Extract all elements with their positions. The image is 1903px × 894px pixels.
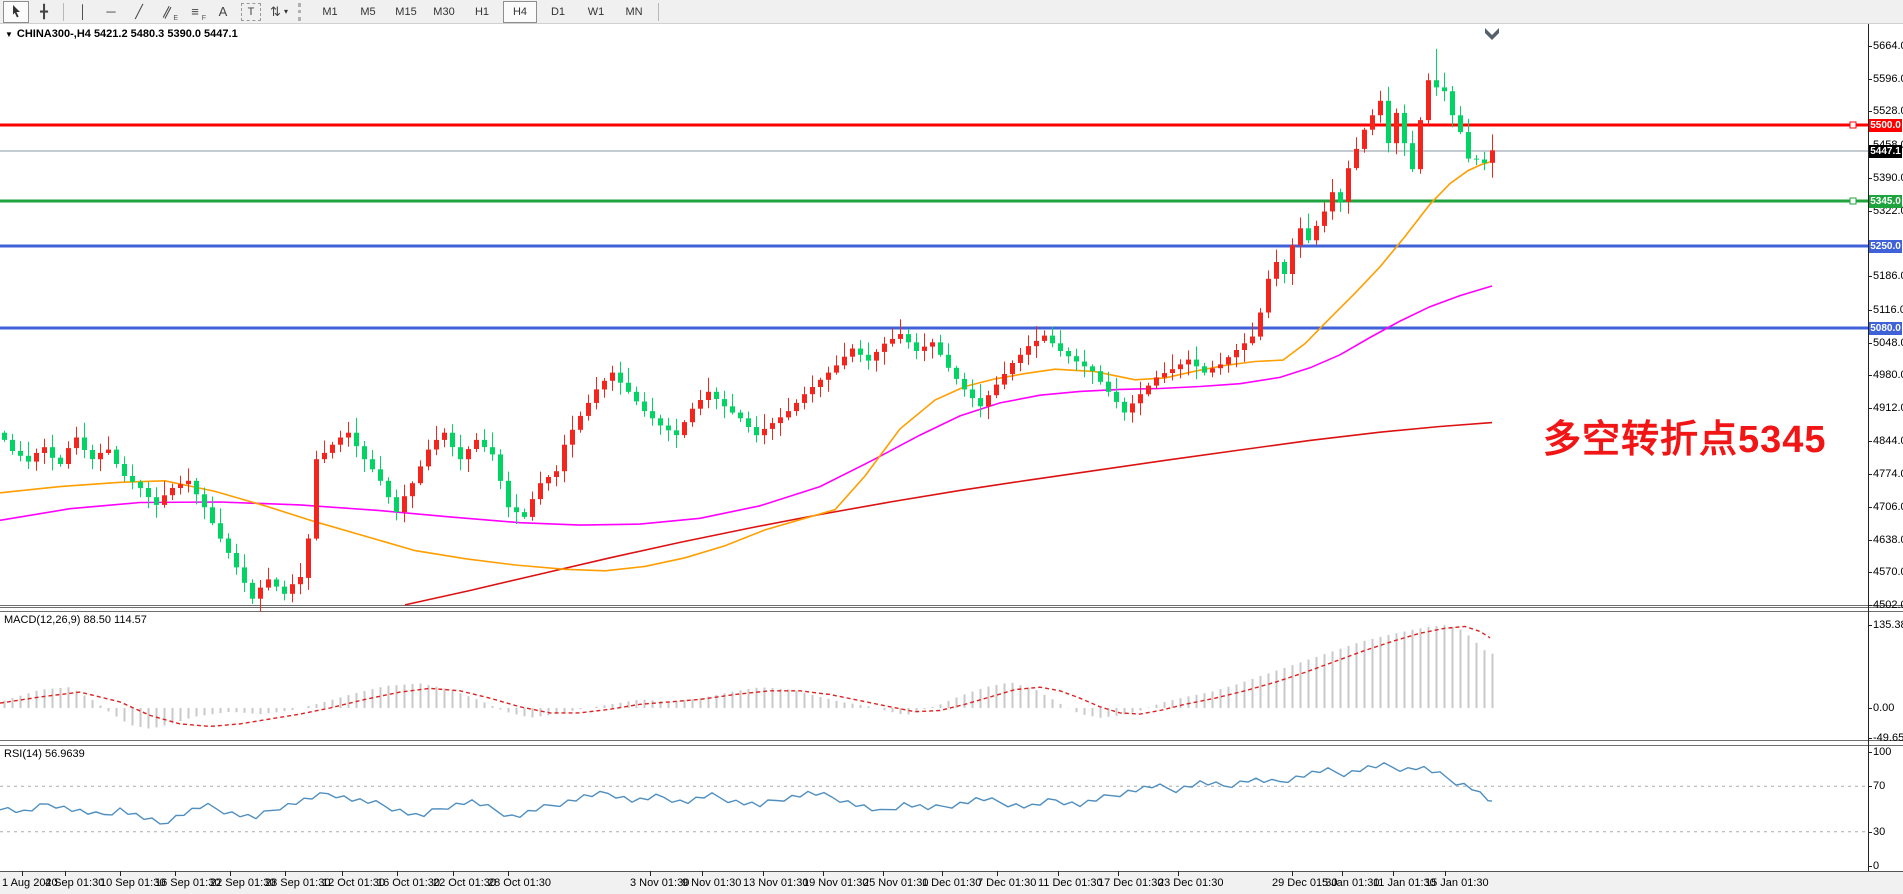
y-axis-tick-label: 5322.0 (1873, 205, 1903, 217)
panel-separator-macd[interactable] (0, 605, 1903, 612)
y-axis-tick-label: 135.38 (1873, 619, 1903, 631)
symbol-dropdown-icon[interactable]: ▼ (5, 30, 13, 39)
timeframe-w1-button[interactable]: W1 (587, 5, 605, 18)
y-axis-tick-label: 4638.0 (1873, 534, 1903, 546)
x-axis-label: 22 Sep 01:30 (210, 877, 276, 889)
x-axis-label: 5 Jan 01:30 (1322, 877, 1380, 889)
x-axis-label: 28 Oct 01:30 (488, 877, 551, 889)
y-axis-tick-label: 100 (1873, 746, 1892, 758)
x-axis-label: 15 Jan 01:30 (1425, 877, 1489, 889)
y-axis-tick-label: 70 (1873, 780, 1886, 792)
y-axis-tick-label: 5596.0 (1873, 73, 1903, 85)
ma-magenta-line (0, 285, 1493, 526)
x-axis-label: 23 Dec 01:30 (1158, 877, 1224, 889)
toolbar: ╋ │ ─ ╱ ∥ E ≡ F A T ⇅ ▾ M1 M5 M15 M30 H1 H4 D1 W1 MN (0, 0, 1903, 24)
text-label-tool-icon[interactable]: T (241, 2, 261, 21)
x-axis-label: 17 Dec 01:30 (1098, 877, 1164, 889)
vertical-line-tool-icon[interactable]: │ (78, 4, 88, 19)
crosshair-tool-icon[interactable]: ╋ (40, 3, 48, 19)
timeframe-h1-button[interactable]: H1 (474, 5, 490, 18)
fibonacci-tool-icon[interactable]: ≡ F (191, 4, 206, 22)
panel-separator-rsi[interactable] (0, 740, 1903, 746)
ma-red-line (404, 421, 1493, 606)
x-axis-label: 10 Sep 01:30 (100, 877, 166, 889)
y-axis-tick-label: 4706.0 (1873, 501, 1903, 513)
equidistant-channel-tool-icon[interactable]: ∥ E (160, 2, 178, 22)
horizontal-line-tool-icon[interactable]: ─ (106, 4, 116, 19)
macd-signal-line (0, 625, 1491, 728)
y-axis-tick-label: 4912.0 (1873, 402, 1903, 414)
y-axis-tick-label: 4844.0 (1873, 435, 1903, 447)
x-axis-label: 12 Oct 01:30 (322, 877, 385, 889)
timeframe-mn-button[interactable]: MN (625, 5, 643, 18)
y-axis-tick-label: 4980.0 (1873, 369, 1903, 381)
x-axis-label: 13 Nov 01:30 (743, 877, 809, 889)
x-axis-label: 11 Jan 01:30 (1373, 877, 1436, 889)
text-tool-icon[interactable]: A (218, 4, 228, 19)
x-axis-label: 25 Nov 01:30 (863, 877, 929, 889)
x-axis-label: 1 Dec 01:30 (922, 877, 982, 889)
y-axis-tick-label: 0.00 (1873, 702, 1895, 714)
chart-annotation-text[interactable]: 多空转折点5345 (1543, 419, 1827, 461)
x-axis-label: 7 Dec 01:30 (977, 877, 1037, 889)
y-axis-tick-label: 5664.0 (1873, 40, 1903, 52)
y-axis-tick-label: -49.65 (1873, 732, 1903, 744)
x-axis-label: 28 Sep 01:30 (265, 877, 331, 889)
trendline-tool-icon[interactable]: ╱ (135, 3, 143, 19)
timeframe-m30-button[interactable]: M30 (433, 5, 455, 18)
timeframe-d1-button[interactable]: D1 (550, 5, 566, 18)
down-arrow-marker[interactable] (1485, 28, 1499, 40)
x-axis-label: 3 Nov 01:30 (630, 877, 690, 889)
rsi-layer (0, 761, 1868, 833)
x-axis-label: 11 Dec 01:30 (1038, 877, 1103, 889)
y-axis-tick-label: 5116.0 (1873, 304, 1903, 316)
price-level-badge: 5345.0 (1869, 195, 1902, 208)
symbol-ohlc-text: CHINA300-,H4 5421.2 5480.3 5390.0 5447.1 (16, 28, 238, 40)
y-axis-tick-label: 4774.0 (1873, 468, 1903, 480)
x-axis-label: 1 Aug 2020 (2, 877, 58, 889)
y-axis-tick-label: 5528.0 (1873, 105, 1903, 117)
y-axis-tick-label: 30 (1873, 826, 1886, 838)
timeframe-m5-button[interactable]: M5 (360, 5, 376, 18)
timeframe-h4-button[interactable]: H4 (503, 0, 537, 23)
y-axis-tick-label: 4502.0 (1873, 599, 1903, 611)
price-level-badge: 5080.0 (1869, 322, 1902, 335)
rsi-indicator-label: RSI(14) 56.9639 (4, 748, 85, 760)
ma-orange-line (0, 160, 1493, 572)
macd-indicator-label: MACD(12,26,9) 88.50 114.57 (4, 614, 147, 626)
price-level-badge: 5250.0 (1869, 240, 1902, 253)
timeframe-m15-button[interactable]: M15 (395, 5, 417, 18)
y-axis-tick-label: 5186.0 (1873, 270, 1903, 282)
candles-layer (2, 48, 1495, 612)
x-axis-label: 16 Sep 01:30 (155, 877, 221, 889)
toolbar-separator (658, 2, 659, 21)
x-axis-label: 29 Dec 01:30 (1272, 877, 1338, 889)
cursor-tool-icon[interactable] (3, 0, 29, 23)
x-axis-label: 9 Nov 01:30 (682, 877, 742, 889)
y-axis-tick-label: 4570.0 (1873, 566, 1903, 578)
y-axis-tick-label: 5048.0 (1873, 337, 1903, 349)
toolbar-separator (63, 2, 64, 21)
time-axis[interactable] (0, 871, 1903, 894)
x-axis-label: 16 Oct 01:30 (377, 877, 440, 889)
axis-frame (22, 24, 1872, 876)
horizontal-lines-layer (0, 121, 1868, 330)
price-level-badge: 5447.1 (1869, 145, 1902, 158)
macd-panel[interactable] (0, 612, 1903, 740)
symbol-ohlc-label[interactable]: ▼ CHINA300-,H4 5421.2 5480.3 5390.0 5447.… (5, 28, 238, 40)
arrows-tool-icon[interactable]: ⇅ ▾ (270, 3, 288, 19)
y-axis-tick-label: 5390.0 (1873, 172, 1903, 184)
x-axis-label: 4 Sep 01:30 (45, 877, 105, 889)
price-level-badge: 5500.0 (1869, 119, 1902, 132)
timeframe-m1-button[interactable]: M1 (322, 5, 338, 18)
rsi-line (0, 761, 1493, 825)
x-axis-label: 22 Oct 01:30 (433, 877, 496, 889)
toolbar-grip[interactable] (298, 2, 306, 21)
x-axis-label: 19 Nov 01:30 (803, 877, 869, 889)
macd-layer (0, 625, 1494, 729)
y-axis-tick-label: 0 (1873, 860, 1880, 872)
